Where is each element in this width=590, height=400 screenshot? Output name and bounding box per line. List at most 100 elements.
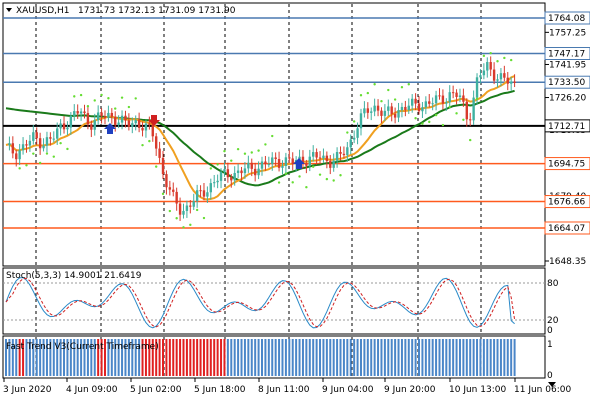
- candle-body: [438, 95, 441, 97]
- sar-dot: [332, 179, 335, 182]
- trend-bar: [15, 339, 18, 376]
- trend-bar: [411, 339, 414, 376]
- trend-bar: [421, 339, 424, 376]
- trend-bar: [315, 339, 318, 376]
- sar-dot: [250, 151, 253, 154]
- candle-body: [206, 192, 209, 197]
- trend-bar: [319, 339, 322, 376]
- candle-body: [359, 113, 363, 129]
- candle-body: [513, 81, 516, 83]
- sar-dot: [434, 113, 438, 117]
- candle-body: [59, 123, 62, 129]
- candle-body: [397, 110, 400, 118]
- candle-body: [240, 170, 243, 174]
- candle-body: [144, 123, 148, 131]
- candle-body: [185, 205, 189, 211]
- sar-dot: [141, 143, 144, 147]
- sar-dot: [25, 164, 28, 167]
- candle-body: [127, 120, 131, 127]
- trend-bar: [233, 339, 236, 376]
- sar-dot: [52, 155, 55, 158]
- trend-bar: [237, 339, 240, 376]
- price-tick: 1648.35: [549, 257, 586, 267]
- candle-body: [315, 152, 318, 158]
- candle-body: [161, 157, 165, 175]
- candle-body: [499, 73, 503, 80]
- main-panel[interactable]: [2, 2, 546, 267]
- candle-body: [192, 201, 195, 207]
- candle-body: [451, 92, 455, 94]
- symbol-label: XAUUSD,H1: [16, 6, 70, 16]
- candle-body: [301, 156, 305, 164]
- trend-bar: [254, 339, 257, 376]
- candle-body: [134, 119, 137, 124]
- trend-bar: [513, 339, 516, 376]
- level-tag-label: 1747.17: [548, 50, 585, 60]
- candle-body: [103, 116, 107, 118]
- trend-bar: [63, 339, 66, 376]
- candle-body: [175, 191, 178, 204]
- candle-body: [329, 161, 332, 168]
- candle-body: [383, 110, 387, 116]
- trend-bar: [455, 339, 458, 376]
- signal-arrows: [104, 115, 305, 169]
- candle-body: [182, 210, 185, 215]
- trend-bar: [8, 339, 11, 376]
- candle-body: [247, 162, 250, 169]
- sar-dot: [120, 96, 124, 99]
- candle-body: [45, 137, 49, 146]
- candle-body: [117, 122, 120, 125]
- level-tag: [544, 11, 590, 25]
- candle-body: [11, 143, 15, 154]
- candle-body: [335, 151, 339, 161]
- trend-bar: [363, 339, 366, 376]
- trend-bar: [332, 339, 335, 376]
- candle-body: [373, 105, 376, 112]
- collapse-triangle-icon[interactable]: [6, 8, 12, 12]
- trend-bar: [438, 339, 441, 376]
- trend-bar: [185, 339, 188, 376]
- trend-tick-0: 0: [547, 371, 553, 381]
- candle-body: [83, 111, 86, 114]
- sar-dot: [223, 149, 226, 153]
- trend-bar: [418, 339, 421, 376]
- sar-dot: [441, 123, 445, 127]
- trend-panel[interactable]: [2, 335, 546, 379]
- trend-bar: [353, 339, 356, 376]
- candle-body: [284, 157, 288, 166]
- sar-dot: [318, 173, 322, 176]
- candle-body: [407, 105, 410, 111]
- trend-bar: [394, 339, 397, 376]
- trend-bar: [329, 339, 332, 376]
- sar-dot: [161, 192, 165, 196]
- trend-bar: [216, 339, 219, 376]
- sar-dot: [195, 208, 199, 212]
- candle-body: [288, 157, 291, 159]
- candle-body: [148, 123, 151, 125]
- candle-body: [479, 75, 482, 78]
- candle-body: [489, 62, 492, 70]
- trend-bar: [32, 339, 35, 376]
- candle-body: [137, 119, 141, 128]
- candle-body: [42, 145, 45, 149]
- trend-bar: [257, 339, 260, 376]
- trend-bar: [370, 339, 373, 376]
- scroll-end-icon[interactable]: [548, 382, 556, 387]
- trend-bar: [496, 339, 499, 376]
- sar-dot: [18, 167, 21, 170]
- candle-body: [472, 97, 475, 121]
- sar-dot: [32, 152, 35, 155]
- trend-bar: [295, 339, 298, 376]
- candle-body: [8, 143, 11, 145]
- candle-body: [482, 70, 486, 76]
- sar-dot: [264, 143, 267, 146]
- sar-dot: [59, 141, 62, 145]
- trend-bar: [400, 339, 403, 376]
- sar-dot: [79, 93, 83, 97]
- trend-bar: [66, 339, 69, 376]
- candle-body: [462, 95, 465, 102]
- stoch-tick-80: 80: [547, 279, 559, 289]
- stoch-panel[interactable]: [2, 267, 546, 335]
- time-tick: 10 Jun 13:00: [449, 385, 506, 395]
